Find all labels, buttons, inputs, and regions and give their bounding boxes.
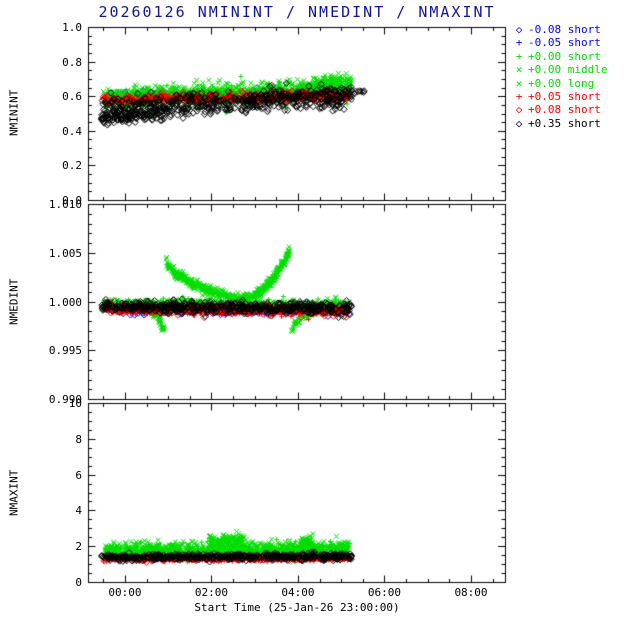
chart-title: 20260126 NMININT / NMEDINT / NMAXINT	[98, 3, 496, 21]
y-tick-label: 0.4	[62, 124, 82, 138]
y-tick-label: 0.0	[62, 194, 82, 207]
y-axis-label-nmaxint: NMAXINT	[7, 469, 21, 517]
legend-plus-icon: +	[515, 49, 523, 63]
y-tick-label: 0.6	[62, 90, 82, 104]
y-tick-label: 1.000	[48, 295, 82, 309]
y-tick-label: 0.995	[48, 344, 82, 358]
legend-plus-icon: +	[515, 36, 523, 50]
y-tick-label: 8	[75, 432, 82, 446]
y-tick-label: 1.0	[62, 21, 82, 34]
x-tick-label: 08:00	[454, 586, 488, 599]
x-tick-label: 06:00	[367, 586, 402, 599]
legend-label: +0.00 short	[528, 49, 601, 63]
legend-label: -0.08 short	[528, 23, 601, 36]
legend-diamond-icon: ◇	[515, 116, 523, 130]
legend-entry: + -0.05 short	[512, 36, 607, 49]
x-tick-label: 00:00	[108, 586, 142, 599]
legend-label: -0.05 short	[528, 36, 601, 50]
legend-diamond-icon: ◇	[515, 23, 523, 36]
legend-entry: + +0.05 short	[512, 90, 607, 103]
y-tick-label: 2	[75, 540, 82, 554]
legend-cross-icon: ×	[515, 76, 523, 90]
legend-label: +0.00 middle	[528, 63, 608, 77]
y-tick-label: 0	[75, 576, 82, 589]
legend-entry: + +0.00 short	[512, 50, 607, 63]
x-axis-label: Start Time (25-Jan-26 23:00:00)	[194, 601, 400, 614]
legend-entry: ◇ +0.08 short	[512, 103, 607, 116]
y-tick-label: 10	[68, 397, 82, 410]
y-tick-label: 0.2	[62, 159, 82, 173]
y-tick-label: 1.010	[48, 198, 82, 211]
y-tick-label: 0.8	[62, 55, 82, 69]
legend-label: +0.35 short	[528, 116, 601, 130]
legend-label: +0.00 long	[528, 76, 595, 90]
legend-label: +0.05 short	[528, 89, 601, 103]
y-tick-label: 1.005	[48, 246, 82, 260]
legend-label: +0.08 short	[528, 103, 601, 117]
y-tick-label: 4	[75, 504, 82, 518]
x-tick-label: 02:00	[194, 586, 229, 599]
y-axis-label-nmedint: NMEDINT	[7, 278, 21, 326]
legend-entry: ◇ +0.35 short	[512, 117, 607, 130]
x-tick-label: 04:00	[281, 586, 315, 599]
legend-cross-icon: ×	[515, 63, 523, 77]
y-tick-label: 6	[75, 468, 82, 482]
legend-plus-icon: +	[515, 89, 523, 103]
y-axis-label-nminint: NMININT	[7, 89, 21, 137]
legend: ◇ -0.08 short + -0.05 short + +0.00 short × +0.…	[512, 23, 608, 130]
legend-entry: ◇ -0.08 short	[512, 23, 607, 36]
legend-entry: × +0.00 middle	[512, 63, 608, 77]
legend-diamond-icon: ◇	[515, 103, 523, 117]
legend-entry: × +0.00 long	[512, 77, 607, 90]
y-tick-label: 0.990	[48, 393, 82, 406]
